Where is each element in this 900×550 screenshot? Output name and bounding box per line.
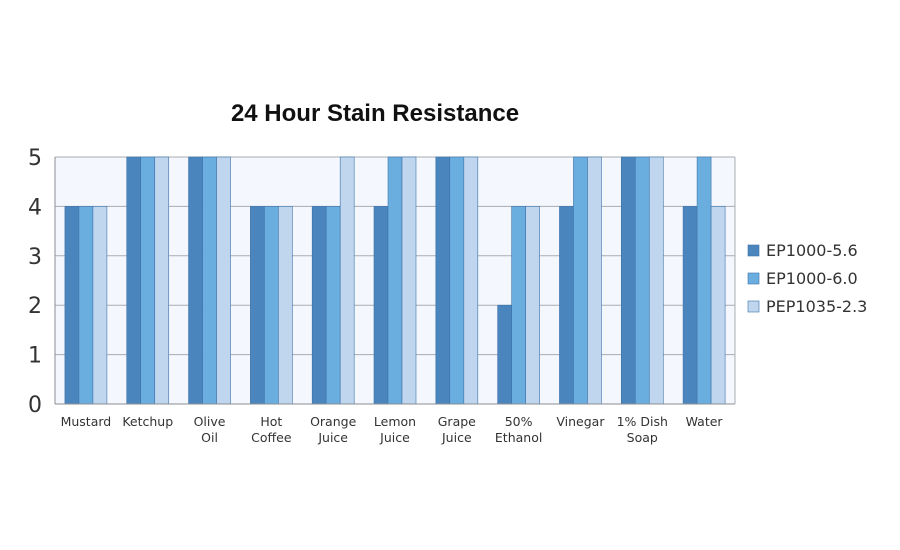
- bar: [154, 156, 170, 405]
- x-tick-label: Water: [686, 414, 724, 429]
- y-tick-label: 5: [28, 146, 42, 171]
- x-tick-label: Olive Oil: [194, 414, 226, 445]
- bar: [373, 206, 389, 405]
- bar: [140, 156, 156, 405]
- bar: [525, 206, 540, 405]
- bar: [216, 156, 231, 405]
- bar: [511, 206, 526, 405]
- legend-label: EP1000-5.6: [766, 241, 858, 260]
- y-tick-label: 4: [28, 195, 42, 220]
- bar: [587, 156, 602, 405]
- x-tick-label: Orange Juice: [310, 414, 356, 445]
- bar: [387, 156, 403, 405]
- x-tick-label: Hot Coffee: [251, 414, 292, 445]
- bar: [126, 156, 142, 405]
- bar: [648, 156, 664, 405]
- bar: [339, 156, 355, 405]
- bar: [278, 206, 293, 405]
- x-tick-label: Mustard: [61, 414, 112, 429]
- y-tick-label: 0: [28, 393, 42, 418]
- bar: [64, 206, 80, 405]
- y-tick-label: 2: [28, 294, 42, 319]
- bars: [64, 156, 726, 405]
- bar: [449, 156, 465, 405]
- x-tick-label: Lemon Juice: [374, 414, 416, 445]
- x-tick-label: Grape Juice: [438, 414, 476, 445]
- bar: [78, 206, 94, 405]
- x-tick-label: Vinegar: [556, 414, 605, 429]
- bar: [401, 156, 417, 405]
- legend: EP1000-5.6 EP1000-6.0 PEP1035-2.3: [747, 241, 867, 316]
- x-tick-label: Ketchup: [122, 414, 173, 429]
- bar: [325, 206, 341, 405]
- bar: [463, 156, 479, 405]
- chart-title: 24 Hour Stain Resistance: [231, 100, 519, 127]
- y-tick-label: 3: [28, 245, 42, 270]
- bar: [188, 156, 203, 405]
- bar: [634, 156, 650, 405]
- bar: [559, 206, 574, 405]
- legend-swatch: [747, 244, 760, 257]
- y-tick-label: 1: [28, 344, 42, 369]
- bar: [92, 206, 108, 405]
- bar: [710, 206, 726, 405]
- bar: [202, 156, 217, 405]
- legend-swatch: [747, 300, 760, 313]
- x-tick-label: 1% Dish Soap: [617, 414, 668, 445]
- axes: [54, 157, 736, 405]
- bar: [696, 156, 712, 405]
- legend-label: PEP1035-2.3: [766, 297, 867, 316]
- bar: [497, 304, 512, 405]
- bar: [620, 156, 636, 405]
- bar: [573, 156, 588, 405]
- bar: [435, 156, 451, 405]
- legend-label: EP1000-6.0: [766, 269, 858, 288]
- bar: [311, 206, 327, 405]
- bar: [682, 206, 698, 405]
- y-axis-ticks: 0 1 2 3 4 5: [28, 146, 42, 418]
- bar: [250, 206, 265, 405]
- x-tick-label: 50% Ethanol: [495, 414, 542, 445]
- x-axis-ticks: Mustard Ketchup Olive Oil Hot Coffee Orange Jui…: [61, 414, 724, 445]
- legend-swatch: [747, 272, 760, 285]
- bar: [264, 206, 279, 405]
